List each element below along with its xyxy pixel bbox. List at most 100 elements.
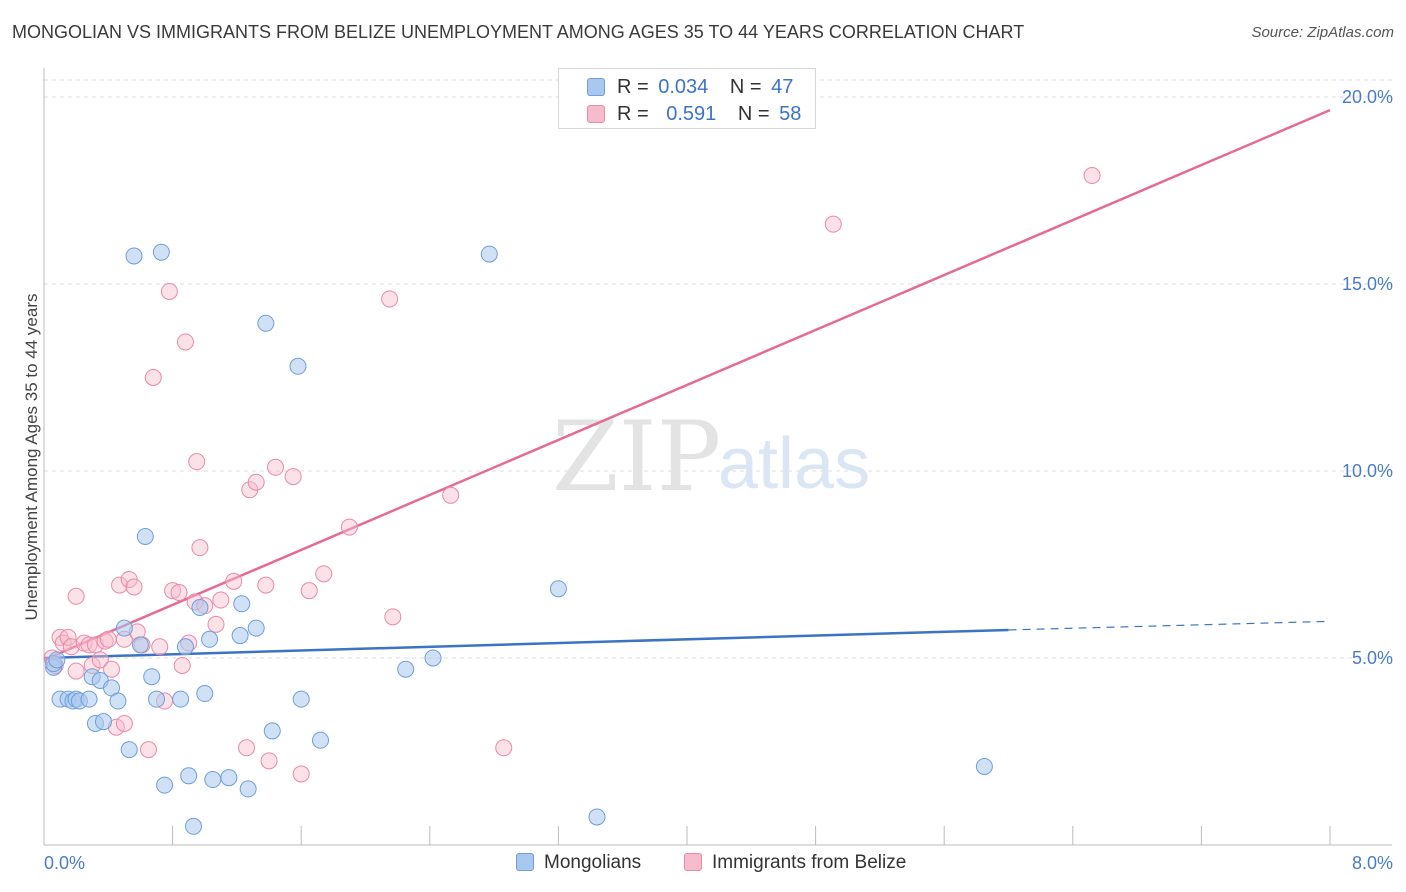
mongolian-point [196, 685, 214, 703]
belize-point [99, 630, 117, 648]
belize-point [315, 565, 333, 583]
mongolian-point [588, 808, 606, 826]
trend-lines [43, 108, 1331, 662]
mongolian-point [176, 638, 194, 656]
mongolian-point [231, 627, 249, 645]
mongolian-point [125, 247, 143, 265]
belize-point [495, 739, 513, 757]
legend-r-label: R = [617, 76, 649, 98]
mongolians-trend-line [43, 628, 1009, 660]
belize-point [191, 539, 209, 557]
bottom-legend-belize: Immigrants from Belize [684, 852, 906, 874]
y-tick-label: 20.0% [1342, 87, 1393, 107]
axes [43, 68, 1392, 846]
bottom-legend-mongolians: Mongolians [516, 852, 641, 874]
mongolian-point [156, 776, 174, 794]
bottom-legend-swatch-mongolians [516, 853, 534, 871]
legend-n-value-mongolians: 47 [771, 76, 794, 98]
belize-point [176, 333, 194, 351]
belize-point [151, 638, 169, 656]
belize-point [125, 578, 143, 596]
legend-r-value-belize: 0.591 [666, 103, 717, 125]
mongolian-point [424, 649, 442, 667]
belize-point [300, 582, 318, 600]
mongolian-point [131, 636, 149, 654]
belize-point [115, 714, 133, 732]
belize-point [266, 458, 284, 476]
belize-point [67, 662, 85, 680]
mongolian-point [48, 651, 66, 669]
belize-point [247, 473, 265, 491]
mongolian-point [109, 692, 127, 710]
belize-point [188, 453, 206, 471]
mongolian-point [94, 713, 112, 731]
legend-r-value-mongolians: 0.034 [658, 76, 709, 98]
legend-n-label: N = [737, 103, 770, 125]
belize-point [1083, 167, 1101, 185]
mongolian-point [247, 619, 265, 637]
mongolian-point [204, 771, 222, 789]
mongolian-point [143, 668, 161, 686]
mongolian-point [115, 619, 133, 637]
y-axis-label: Unemployment Among Ages 35 to 44 years [22, 294, 41, 621]
belize-point [292, 765, 310, 783]
belize-point [80, 636, 98, 654]
mongolian-point [975, 757, 993, 775]
belize-point [59, 628, 77, 646]
mongolians-trend-extension [1008, 620, 1331, 631]
belize-point [62, 638, 80, 656]
mongolian-point [180, 767, 198, 785]
data-points [43, 167, 1101, 835]
belize-point [170, 584, 188, 602]
legend-n-label: N = [729, 76, 762, 98]
tick-labels: 5.0% 10.0% 15.0% 20.0% 0.0% 8.0% [44, 87, 1393, 873]
y-tick-label: 5.0% [1352, 648, 1393, 668]
watermark-atlas: atlas [718, 424, 870, 504]
belize-point [260, 752, 278, 770]
mongolian-point [480, 245, 498, 263]
mongolian-point [191, 599, 209, 617]
mongolian-point [311, 731, 329, 749]
belize-point [384, 608, 402, 626]
belize-trend-line [43, 108, 1331, 662]
mongolian-point [136, 527, 154, 545]
source-label: Source: ZipAtlas.com [1251, 24, 1394, 41]
bottom-legend-label-belize: Immigrants from Belize [712, 852, 907, 873]
belize-point [67, 587, 85, 605]
belize-point [54, 634, 72, 652]
mongolian-point [184, 817, 202, 835]
y-tick-label: 15.0% [1342, 274, 1393, 294]
mongolian-point [201, 630, 219, 648]
belize-point [160, 282, 178, 300]
belize-point [139, 741, 157, 759]
x-tick-label-max: 8.0% [1352, 853, 1393, 873]
mongolian-point [233, 595, 251, 613]
grid-lines [44, 79, 1392, 659]
legend-n-value-belize: 58 [779, 103, 802, 125]
belize-point [91, 651, 109, 669]
mongolian-point [257, 314, 275, 332]
legend-swatch-mongolians [587, 78, 605, 96]
mongolian-point [549, 580, 567, 598]
belize-point [442, 486, 460, 504]
mongolian-point [239, 780, 257, 798]
watermark-zip: ZIP [552, 401, 721, 513]
belize-point [257, 576, 275, 594]
legend-swatch-belize [587, 105, 605, 123]
legend-r-label: R = [617, 103, 649, 125]
belize-point [207, 615, 225, 633]
mongolian-point [148, 690, 166, 708]
mongolian-point [80, 690, 98, 708]
bottom-legend-swatch-belize [684, 853, 702, 871]
belize-point [144, 369, 162, 386]
mongolian-point [220, 769, 238, 787]
belize-point [173, 656, 191, 674]
belize-point [238, 739, 256, 757]
mongolian-point [292, 690, 310, 708]
chart-title: MONGOLIAN VS IMMIGRANTS FROM BELIZE UNEM… [12, 22, 1025, 42]
mongolian-point [263, 722, 281, 740]
mongolian-point [289, 357, 307, 375]
mongolian-point [172, 690, 190, 708]
correlation-legend: R = 0.034 N = 47 R = 0.591 N = 58 [558, 68, 816, 129]
